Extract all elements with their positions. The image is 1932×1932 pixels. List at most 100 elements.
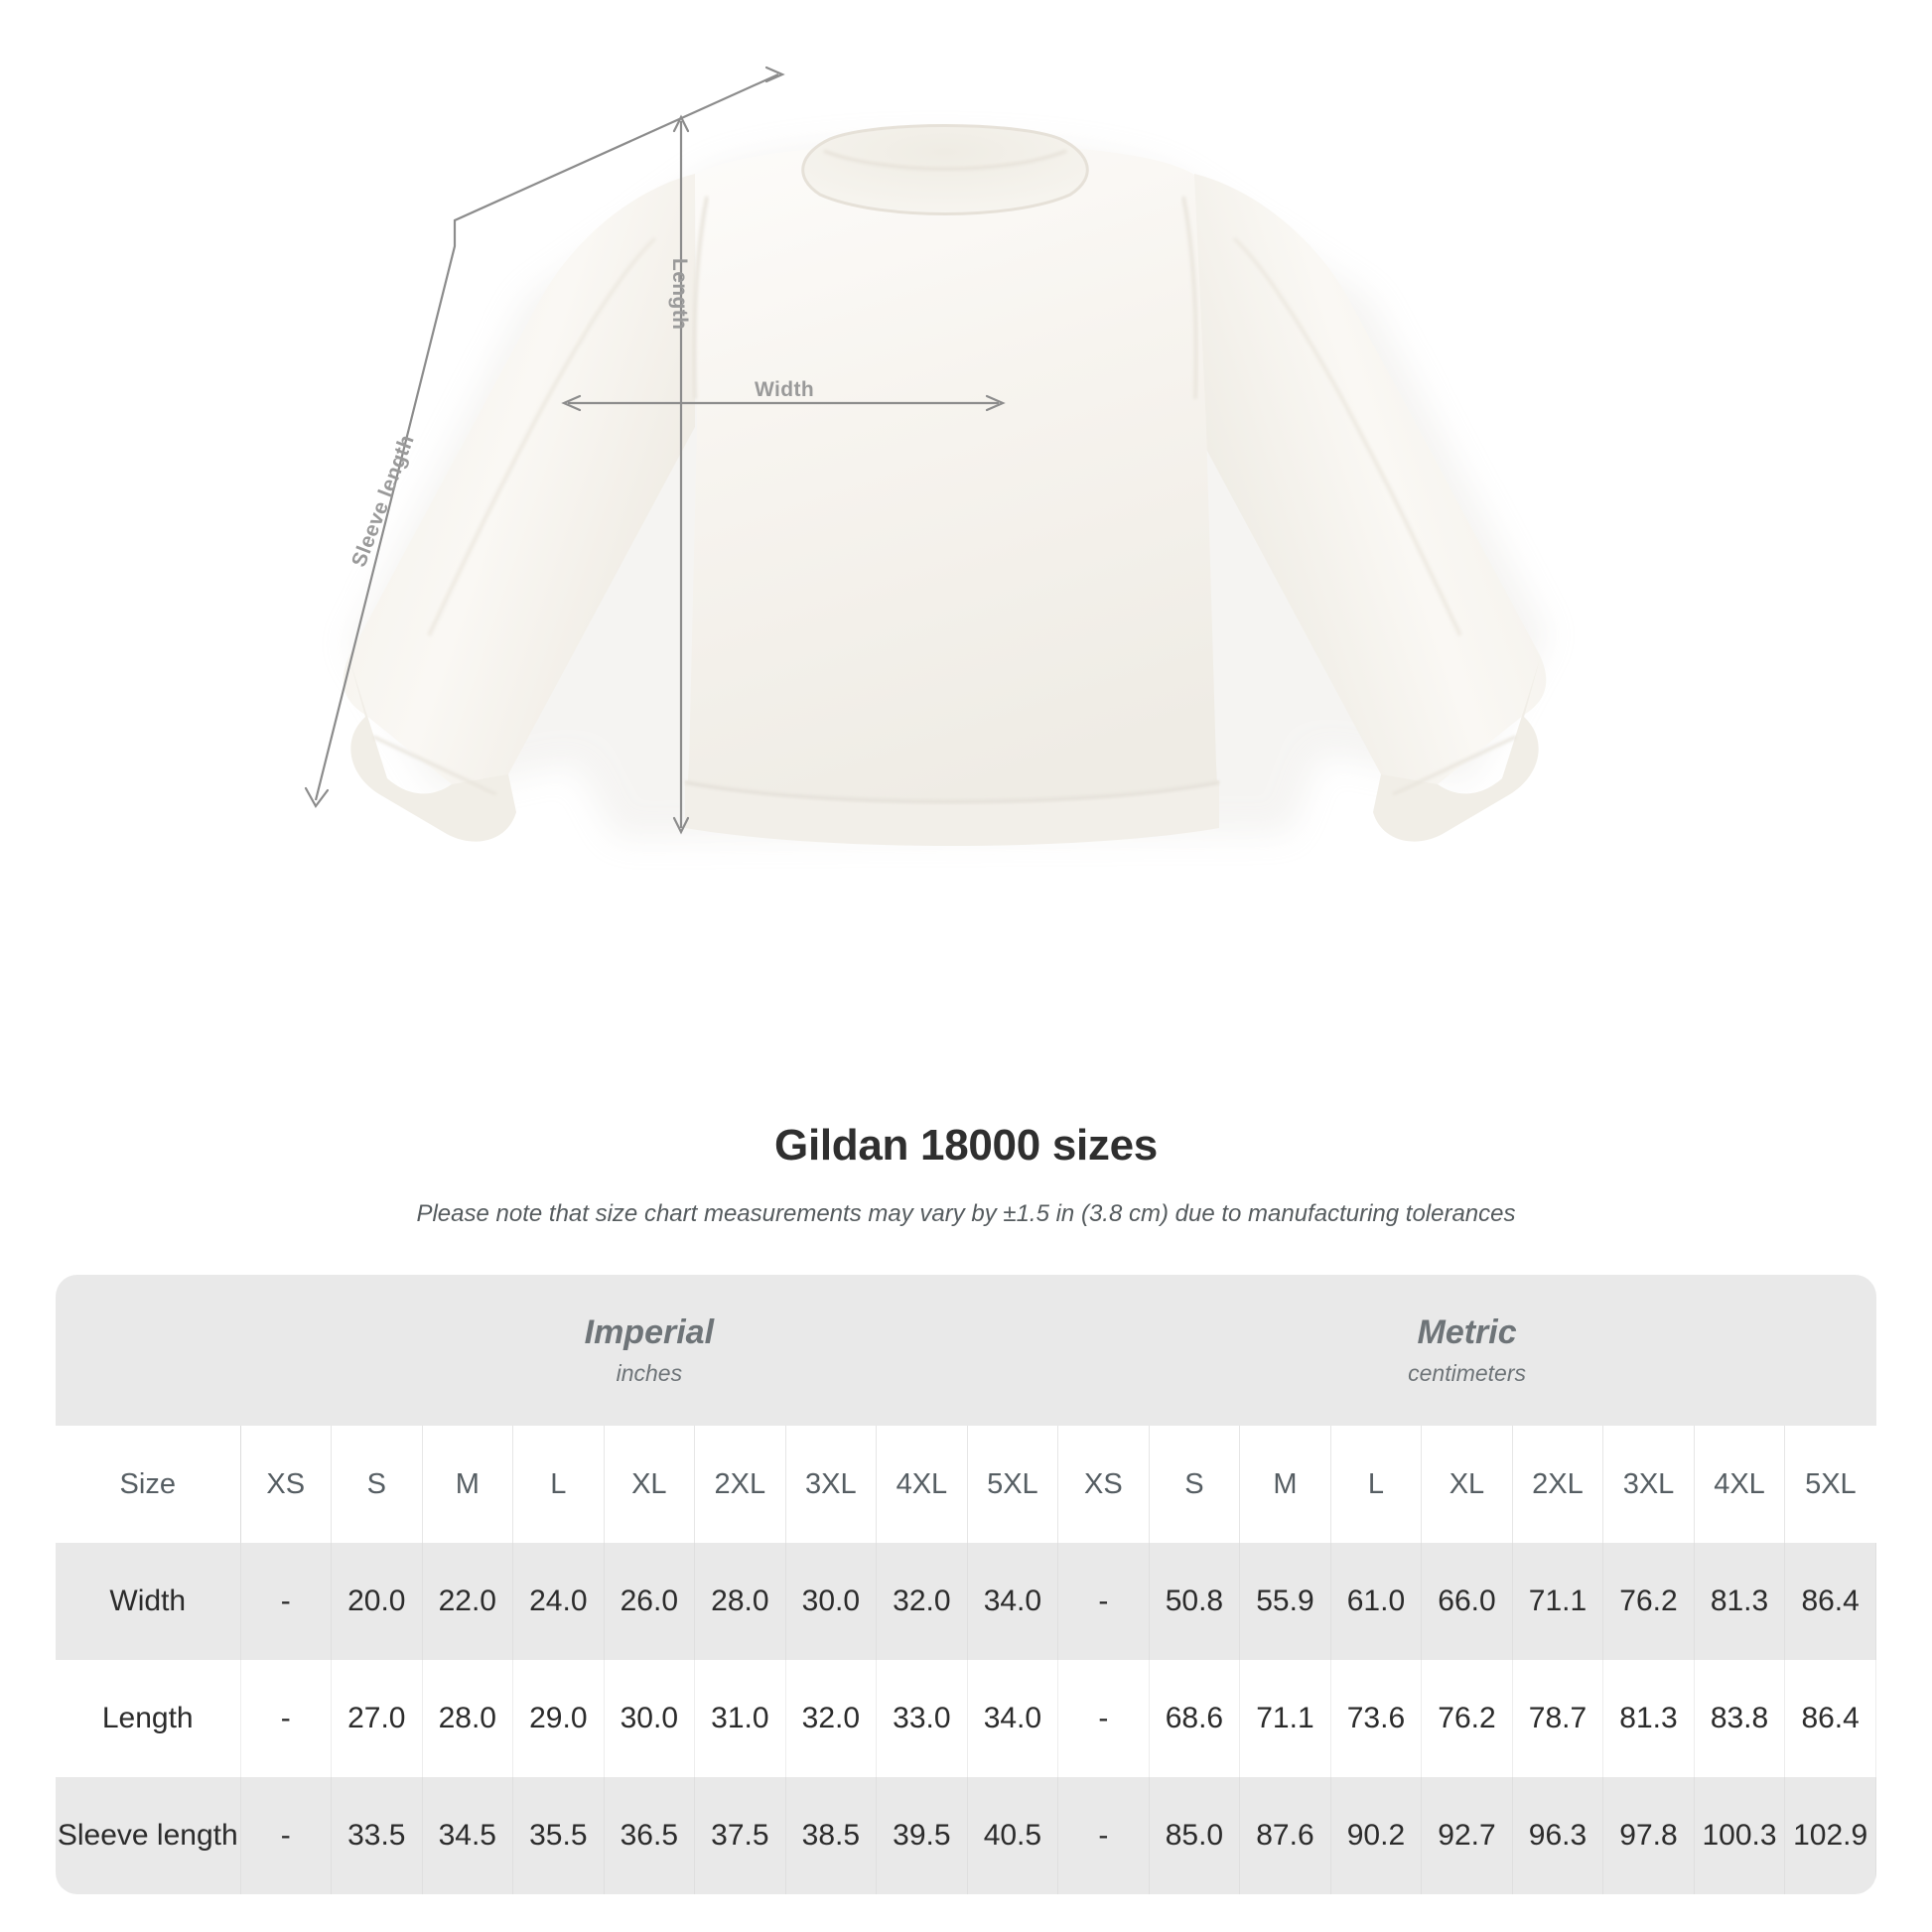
title-block: Gildan 18000 sizes Please note that size… — [0, 1120, 1932, 1229]
cell-length-metric-xs: - — [1057, 1660, 1150, 1777]
cell-width-imperial-xl: 26.0 — [604, 1543, 696, 1660]
sweatshirt-illustration — [304, 66, 1549, 846]
cell-length-imperial-3xl: 32.0 — [785, 1660, 878, 1777]
table-row: Sleeve length - 33.5 34.5 35.5 36.5 37.5… — [56, 1777, 1876, 1894]
cell-length-metric-l: 73.6 — [1330, 1660, 1423, 1777]
cell-width-imperial-l: 24.0 — [512, 1543, 605, 1660]
size-col-metric-l: L — [1330, 1426, 1423, 1543]
cell-width-metric-4xl: 81.3 — [1694, 1543, 1786, 1660]
body — [685, 142, 1219, 842]
width-arrow-left — [561, 394, 582, 412]
cell-width-metric-s: 50.8 — [1149, 1543, 1241, 1660]
measurement-guides — [304, 66, 1006, 835]
size-col-imperial-4xl: 4XL — [876, 1426, 968, 1543]
hem-seam — [684, 780, 1220, 803]
cell-sleeve-imperial-s: 33.5 — [331, 1777, 423, 1894]
cell-length-imperial-5xl: 34.0 — [967, 1660, 1059, 1777]
cell-sleeve-metric-l: 90.2 — [1330, 1777, 1423, 1894]
cell-width-metric-m: 55.9 — [1239, 1543, 1331, 1660]
cell-sleeve-metric-xl: 92.7 — [1421, 1777, 1513, 1894]
cell-sleeve-metric-xs: - — [1057, 1777, 1150, 1894]
size-col-metric-2xl: 2XL — [1512, 1426, 1604, 1543]
tolerance-note: Please note that size chart measurements… — [416, 1199, 1516, 1227]
size-col-imperial-3xl: 3XL — [785, 1426, 878, 1543]
left-cuff-seam — [372, 735, 497, 796]
right-cuff — [1373, 659, 1540, 842]
cell-width-metric-l: 61.0 — [1330, 1543, 1423, 1660]
row-label-sleeve-length: Sleeve length — [56, 1777, 241, 1894]
cell-width-imperial-2xl: 28.0 — [694, 1543, 786, 1660]
cell-sleeve-imperial-5xl: 40.5 — [967, 1777, 1059, 1894]
size-col-metric-xs: XS — [1057, 1426, 1150, 1543]
cell-width-metric-3xl: 76.2 — [1602, 1543, 1695, 1660]
unit-group-metric: Metric centimeters — [1057, 1275, 1876, 1426]
size-col-imperial-xl: XL — [604, 1426, 696, 1543]
left-shoulder-seam — [692, 196, 709, 400]
unit-group-metric-name: Metric — [1417, 1313, 1517, 1352]
cell-sleeve-imperial-xl: 36.5 — [604, 1777, 696, 1894]
size-col-imperial-l: L — [512, 1426, 605, 1543]
row-label-width: Width — [56, 1543, 241, 1660]
size-header-row: Size XS S M L XL 2XL 3XL 4XL 5XL XS S M … — [56, 1426, 1876, 1543]
left-sleeve-crease — [427, 236, 657, 636]
cell-sleeve-imperial-m: 34.5 — [422, 1777, 514, 1894]
cell-length-metric-m: 71.1 — [1239, 1660, 1331, 1777]
table-row: Length - 27.0 28.0 29.0 30.0 31.0 32.0 3… — [56, 1660, 1876, 1777]
cell-width-imperial-3xl: 30.0 — [785, 1543, 878, 1660]
unit-header-row: Imperial inches Metric centimeters — [56, 1275, 1876, 1426]
cell-length-imperial-xs: - — [240, 1660, 333, 1777]
size-col-metric-5xl: 5XL — [1784, 1426, 1876, 1543]
row-label-length: Length — [56, 1660, 241, 1777]
size-col-metric-3xl: 3XL — [1602, 1426, 1695, 1543]
sleeve-arrow-top — [764, 66, 785, 83]
right-shoulder-seam — [1181, 196, 1198, 400]
cell-width-metric-5xl: 86.4 — [1784, 1543, 1876, 1660]
size-col-imperial-5xl: 5XL — [967, 1426, 1059, 1543]
cell-width-metric-xs: - — [1057, 1543, 1150, 1660]
size-col-metric-m: M — [1239, 1426, 1331, 1543]
size-col-metric-xl: XL — [1421, 1426, 1513, 1543]
cell-length-imperial-m: 28.0 — [422, 1660, 514, 1777]
cell-width-imperial-4xl: 32.0 — [876, 1543, 968, 1660]
cell-sleeve-metric-5xl: 102.9 — [1784, 1777, 1876, 1894]
cell-length-imperial-s: 27.0 — [331, 1660, 423, 1777]
cell-sleeve-metric-2xl: 96.3 — [1512, 1777, 1604, 1894]
size-col-imperial-s: S — [331, 1426, 423, 1543]
left-sleeve — [343, 174, 695, 794]
unit-group-imperial-name: Imperial — [584, 1313, 715, 1352]
cell-length-imperial-l: 29.0 — [512, 1660, 605, 1777]
cell-length-metric-s: 68.6 — [1149, 1660, 1241, 1777]
cell-sleeve-metric-4xl: 100.3 — [1694, 1777, 1786, 1894]
cell-length-metric-5xl: 86.4 — [1784, 1660, 1876, 1777]
cell-width-imperial-s: 20.0 — [331, 1543, 423, 1660]
cell-length-imperial-xl: 30.0 — [604, 1660, 696, 1777]
cell-sleeve-metric-m: 87.6 — [1239, 1777, 1331, 1894]
cell-sleeve-metric-3xl: 97.8 — [1602, 1777, 1695, 1894]
cell-length-metric-4xl: 83.8 — [1694, 1660, 1786, 1777]
right-cuff-seam — [1392, 735, 1517, 796]
unit-group-imperial: Imperial inches — [240, 1275, 1058, 1426]
cell-length-imperial-4xl: 33.0 — [876, 1660, 968, 1777]
length-arrow-bottom — [672, 816, 690, 835]
cell-length-imperial-2xl: 31.0 — [694, 1660, 786, 1777]
collar-inner-seam — [823, 149, 1067, 171]
size-header-label: Size — [56, 1426, 241, 1543]
size-col-imperial-m: M — [422, 1426, 514, 1543]
cell-length-metric-xl: 76.2 — [1421, 1660, 1513, 1777]
cell-width-metric-2xl: 71.1 — [1512, 1543, 1604, 1660]
cell-sleeve-imperial-xs: - — [240, 1777, 333, 1894]
product-photo-area: Length Width Sleeve length — [304, 66, 1549, 846]
size-col-metric-s: S — [1149, 1426, 1241, 1543]
right-sleeve — [1194, 174, 1547, 794]
length-measure-label: Length — [668, 258, 691, 331]
size-table: Imperial inches Metric centimeters Size … — [56, 1275, 1876, 1894]
page-title: Gildan 18000 sizes — [774, 1121, 1158, 1170]
unit-header-spacer — [56, 1275, 240, 1426]
cell-sleeve-imperial-4xl: 39.5 — [876, 1777, 968, 1894]
size-col-imperial-xs: XS — [240, 1426, 333, 1543]
sleeve-arrow-bottom — [304, 786, 330, 809]
unit-group-metric-sub: centimeters — [1408, 1359, 1526, 1386]
unit-group-imperial-sub: inches — [616, 1359, 683, 1386]
sleeve-guide-line — [314, 72, 779, 801]
